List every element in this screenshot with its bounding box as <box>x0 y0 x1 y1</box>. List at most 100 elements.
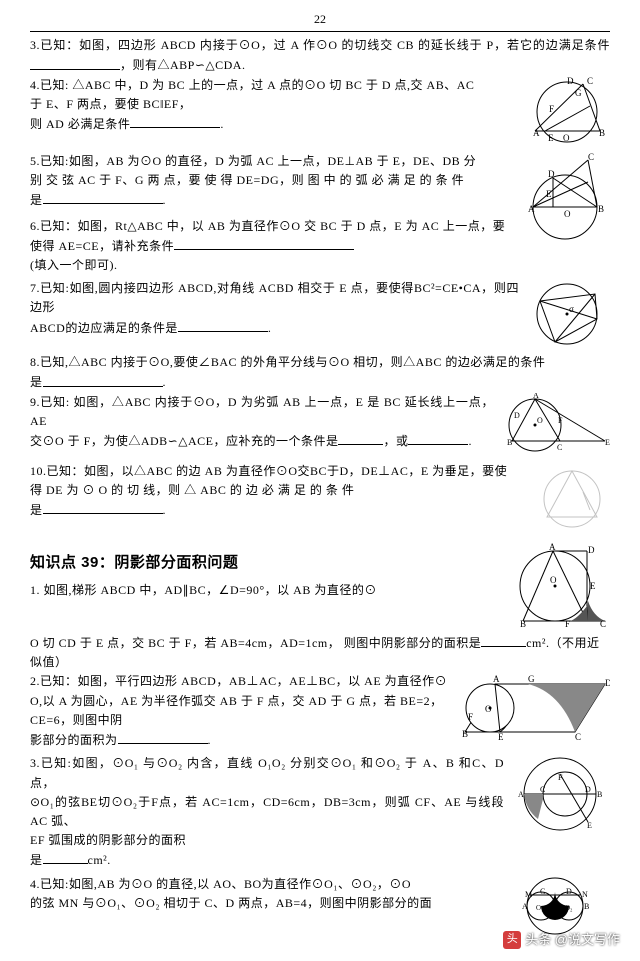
svg-text:E: E <box>590 581 596 591</box>
svg-text:A: A <box>522 902 528 911</box>
svg-text:A: A <box>533 393 539 400</box>
q3-text-a: 3.已知：如图，四边形 ABCD 内接于⊙O，过 A 作⊙O 的切线交 CB 的… <box>30 38 610 52</box>
svg-text:O: O <box>564 209 571 219</box>
page-number: 22 <box>30 10 610 32</box>
p1-blank <box>481 633 526 647</box>
svg-text:O: O <box>550 575 557 585</box>
svg-text:O: O <box>537 416 543 425</box>
svg-text:G: G <box>528 674 535 684</box>
q7-blank <box>178 318 268 332</box>
q4-line3a: 则 AD 必满足条件 <box>30 117 130 131</box>
kp39-col: 知识点 39：阴影部分面积问题 1. 如图,梯形 ABCD 中，AD∥BC，∠D… <box>30 541 509 600</box>
svg-text:O: O <box>563 133 570 143</box>
q3-blank <box>30 55 120 69</box>
q10-line2c: . <box>163 503 167 517</box>
q8-blank <box>43 372 163 386</box>
q9-line2c: . <box>468 434 472 448</box>
p2-line1: 2.已知：如图，平行四边形 ABCD，AB⊥AC，AE⊥BC，以 AE 为直径作… <box>30 672 454 691</box>
q6-line2a: 使得 AE=CE，请补充条件 <box>30 239 174 253</box>
q6-line1: 6.已知：如图，Rt△ABC 中，以 AB 为直径作⊙O 交 BC 于 D 点，… <box>30 217 514 236</box>
p3-row: 3.已知:如图，⊙O₁ 与⊙O₂ 内含，直线 O₁O₂ 分别交⊙O₁ 和⊙O₂ … <box>30 754 610 870</box>
q9-blank2 <box>408 431 468 445</box>
svg-text:D: D <box>585 785 591 794</box>
svg-text:C: C <box>587 76 593 86</box>
q8-line1: 8.已知,△ABC 内接于⊙O,要使∠BAC 的外角平分线与⊙O 相切，则△AB… <box>30 353 610 372</box>
q10-row: 10.已知：如图，以△ABC 的边 AB 为直径作⊙O交BC于D，DE⊥AC，E… <box>30 462 610 537</box>
svg-text:A: A <box>549 542 556 552</box>
svg-text:D: D <box>605 678 610 688</box>
q4-figure: A E O B F G D C <box>525 76 610 148</box>
q9-blank1 <box>338 431 383 445</box>
svg-text:G: G <box>575 88 582 98</box>
svg-text:C: C <box>540 887 545 896</box>
kp39-title: 知识点 39：阴影部分面积问题 <box>30 551 509 575</box>
p3-line4a: 是 <box>30 853 43 867</box>
p3-line4b: cm². <box>88 853 111 867</box>
p4-line2: 的弦 MN 与⊙O₁、⊙O₂ 相切于 C、D 两点，AB=4，则图中阴影部分的面 <box>30 894 494 913</box>
watermark-text: 头条 @说文写作 <box>525 930 620 951</box>
svg-text:B: B <box>599 128 605 138</box>
svg-text:M: M <box>525 890 532 899</box>
svg-text:N: N <box>582 890 588 899</box>
p2-text: 2.已知：如图，平行四边形 ABCD，AB⊥AC，AE⊥BC，以 AE 为直径作… <box>30 672 454 750</box>
q7-line1: 7.已知:如图,圆内接四边形 ABCD,对角线 ACBD 相交于 E 点，要使得… <box>30 279 519 317</box>
q9-line2a: 交⊙O 于 F，为使△ADB∽△ACE，应补充的一个条件是 <box>30 434 338 448</box>
svg-text:B: B <box>462 729 468 739</box>
svg-text:A: A <box>493 674 500 684</box>
q10-line2a: 得 DE 为 ⊙ O 的 切 线，则 △ ABC 的 边 必 满 足 的 条 件 <box>30 483 354 497</box>
q10-blank <box>43 500 163 514</box>
svg-text:E: E <box>605 438 610 447</box>
q5-blank <box>43 190 163 204</box>
q5-line2c: . <box>163 193 167 207</box>
svg-text:A: A <box>528 204 535 214</box>
p1-line2a: O 切 CD 于 E 点，交 BC 于 F，若 AB=4cm，AD=1cm， 则… <box>30 636 481 650</box>
svg-text:A: A <box>518 790 524 799</box>
svg-text:B: B <box>598 204 604 214</box>
svg-text:C: C <box>600 619 606 629</box>
q3-text-b: ，则有△ABP∽△CDA. <box>120 59 245 73</box>
svg-text:C: C <box>557 443 562 452</box>
q10-figure <box>535 462 610 537</box>
svg-text:F: F <box>549 104 554 114</box>
p4-text: 4.已知:如图,AB 为⊙O 的直径,以 AO、BO为直径作⊙O₁、⊙O₂，⊙O… <box>30 875 494 913</box>
p2-row: 2.已知：如图，平行四边形 ABCD，AB⊥AC，AE⊥BC，以 AE 为直径作… <box>30 672 610 750</box>
p4-figure: M N C D O₁ O₂ A B <box>500 875 610 937</box>
svg-text:E: E <box>548 133 554 143</box>
q4-line2: 于 E、F 两点，要使 BC‖EF， <box>30 95 519 114</box>
svg-text:C: C <box>588 152 594 162</box>
svg-text:E: E <box>546 189 552 199</box>
p2-blank <box>118 730 208 744</box>
p4-row: 4.已知:如图,AB 为⊙O 的直径,以 AO、BO为直径作⊙O₁、⊙O₂，⊙O… <box>30 875 610 937</box>
toutiao-icon: 头 <box>503 931 521 949</box>
q5-line2b: 是 <box>30 193 43 207</box>
q9-text: 9.已知: 如图，△ABC 内接于⊙O，D 为劣弧 AB 上一点，E 是 BC … <box>30 393 494 452</box>
p4-line1: 4.已知:如图,AB 为⊙O 的直径,以 AO、BO为直径作⊙O₁、⊙O₂，⊙O <box>30 875 494 894</box>
svg-text:σ: σ <box>569 304 574 314</box>
svg-text:C: C <box>575 732 581 742</box>
svg-text:O: O <box>485 704 492 714</box>
p3-line3: EF 弧围成的阴影部分的面积 <box>30 831 504 850</box>
svg-text:D: D <box>514 411 520 420</box>
q4-row: 4.已知: △ABC 中，D 为 BC 上的一点，过 A 点的⊙O 切 BC 于… <box>30 76 610 148</box>
q6-line3: (填入一个即可). <box>30 256 514 275</box>
q4-blank <box>130 114 220 128</box>
q9-line2b: ，或 <box>383 434 408 448</box>
p2-figure: A G D B E C F O <box>460 672 610 742</box>
q9-figure: A B C E O D F <box>500 393 610 458</box>
svg-text:F: F <box>558 773 563 782</box>
q5-q6-text: 5.已知:如图，AB 为⊙O 的直径，D 为弧 AC 上一点，DE⊥AB 于 E… <box>30 152 514 276</box>
q7-text: 7.已知:如图,圆内接四边形 ABCD,对角线 ACBD 相交于 E 点，要使得… <box>30 279 519 338</box>
svg-text:F: F <box>558 416 563 425</box>
q10-text: 10.已知：如图，以△ABC 的边 AB 为直径作⊙O交BC于D，DE⊥AC，E… <box>30 462 529 521</box>
p3-figure: A C D B E F <box>510 754 610 834</box>
q5-figure: A B C D E O <box>520 152 610 242</box>
svg-text:A: A <box>533 128 540 138</box>
q7-row: 7.已知:如图,圆内接四边形 ABCD,对角线 ACBD 相交于 E 点，要使得… <box>30 279 610 349</box>
svg-text:D: D <box>566 887 572 896</box>
p2-line2: O,以 A 为圆心，AE 为半径作弧交 AB 于 F 点，交 AD 于 G 点，… <box>30 692 454 711</box>
q4-line3b: . <box>220 117 224 131</box>
p1-figure: A D E B F C O <box>515 541 610 629</box>
q4-line1: 4.已知: △ABC 中，D 为 BC 上的一点，过 A 点的⊙O 切 BC 于… <box>30 76 519 95</box>
q5-line2a: 别 交 弦 AC 于 F、G 两 点，要 使 得 DE=DG，则 图 中 的 弧… <box>30 173 464 187</box>
p3-line1: 3.已知:如图，⊙O₁ 与⊙O₂ 内含，直线 O₁O₂ 分别交⊙O₁ 和⊙O₂ … <box>30 754 504 792</box>
